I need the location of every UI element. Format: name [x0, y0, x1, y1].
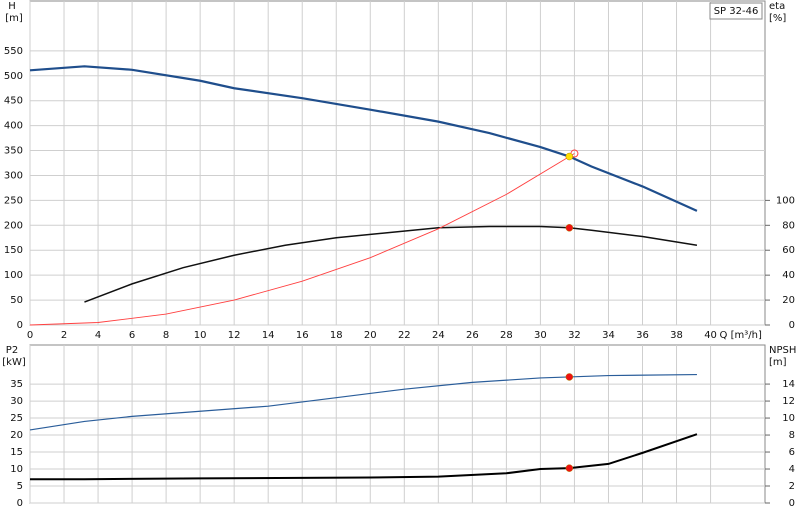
series-line: [29, 373, 697, 431]
legend-box: [709, 2, 763, 20]
y2-tick-label: 4: [789, 464, 795, 475]
operating-point: [565, 464, 574, 472]
y2-tick-label: 2: [789, 481, 795, 492]
series-line: [29, 65, 698, 212]
x-tick-label: 26: [466, 330, 479, 341]
x-tick-label: 32: [568, 330, 581, 341]
x-tick-label: 0: [27, 330, 33, 341]
x-tick-label: 28: [500, 330, 513, 341]
series-line: [30, 433, 698, 481]
y2-axis-label: NPSH: [769, 345, 796, 356]
x-tick-label: 4: [95, 330, 101, 341]
y2-axis-unit: [m]: [769, 357, 787, 368]
operating-point: [565, 152, 574, 161]
x-tick-label: 20: [364, 330, 377, 341]
operating-point: [565, 224, 574, 232]
x-tick-label: 16: [296, 330, 309, 341]
y2-tick-label: 14: [782, 379, 795, 390]
y-axis-label: P2: [6, 345, 18, 356]
y-tick-label: 15: [10, 447, 23, 458]
y-tick-label: 550: [4, 46, 23, 57]
legend-label: SP 32-46: [714, 6, 759, 17]
y2-tick-label: 80: [782, 220, 795, 231]
y-tick-label: 0: [17, 498, 23, 509]
y-tick-label: 100: [4, 270, 23, 281]
y2-axis-label: eta: [769, 1, 785, 12]
x-tick-label: 30: [534, 330, 547, 341]
y-tick-label: 200: [4, 220, 23, 231]
y2-tick-label: 40: [782, 270, 795, 281]
x-tick-label: 14: [262, 330, 275, 341]
y2-tick-label: 10: [782, 413, 795, 424]
y-axis-unit: [m]: [5, 13, 23, 24]
y-tick-label: 150: [4, 245, 23, 256]
y-tick-label: 10: [10, 464, 23, 475]
x-tick-label: 34: [602, 330, 615, 341]
x-tick-label: 8: [163, 330, 169, 341]
x-tick-label: 22: [398, 330, 411, 341]
x-tick-label: 10: [194, 330, 207, 341]
x-tick-label: 2: [61, 330, 67, 341]
y-axis-label: H: [8, 1, 16, 12]
y2-tick-label: 100: [776, 195, 795, 206]
y-tick-label: 450: [4, 96, 23, 107]
y2-tick-label: 0: [789, 320, 795, 331]
series-line: [29, 153, 575, 326]
operating-point: [565, 373, 574, 381]
y2-tick-label: 6: [789, 447, 795, 458]
y-tick-label: 400: [4, 121, 23, 132]
y2-tick-label: 12: [782, 396, 795, 407]
y-tick-label: 5: [17, 481, 23, 492]
y-tick-label: 30: [10, 396, 23, 407]
y-tick-label: 300: [4, 170, 23, 181]
x-axis-label: Q [m³/h]: [720, 330, 762, 341]
x-tick-label: 24: [432, 330, 445, 341]
y-tick-label: 25: [10, 413, 23, 424]
x-tick-label: 40: [704, 330, 717, 341]
y-tick-label: 500: [4, 71, 23, 82]
y-axis-unit: [kW]: [2, 357, 26, 368]
y2-tick-label: 60: [782, 245, 795, 256]
y-tick-label: 35: [10, 379, 23, 390]
y2-tick-label: 8: [789, 430, 795, 441]
series-line: [84, 225, 698, 303]
x-tick-label: 18: [330, 330, 343, 341]
y2-axis-unit: [%]: [769, 13, 786, 24]
y-tick-label: 20: [10, 430, 23, 441]
plot-area: [29, 0, 766, 326]
y2-tick-label: 0: [789, 498, 795, 509]
y-tick-label: 50: [10, 295, 23, 306]
y-tick-label: 350: [4, 146, 23, 157]
y2-tick-label: 20: [782, 295, 795, 306]
x-tick-label: 6: [129, 330, 135, 341]
x-tick-label: 38: [670, 330, 683, 341]
x-tick-label: 36: [636, 330, 649, 341]
x-tick-label: 12: [228, 330, 241, 341]
y-tick-label: 0: [17, 320, 23, 331]
y-tick-label: 250: [4, 195, 23, 206]
